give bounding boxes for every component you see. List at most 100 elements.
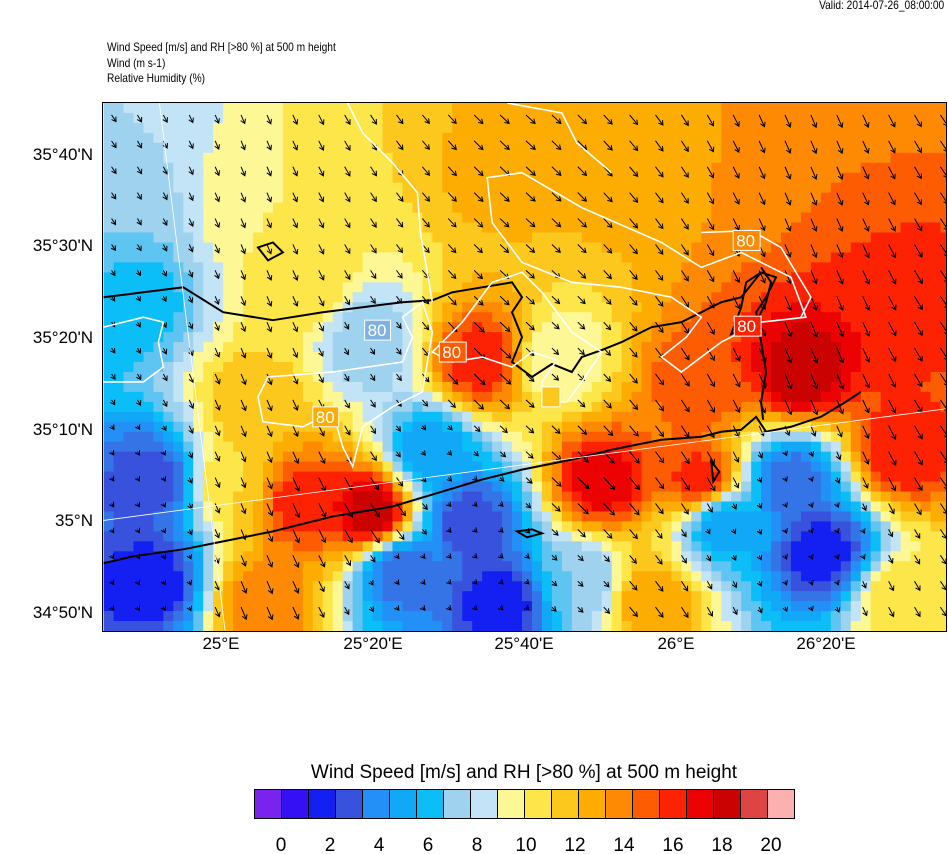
wind-arrow	[161, 425, 167, 432]
wind-arrow	[862, 140, 870, 154]
wind-arrow	[940, 347, 946, 360]
valid-time: Valid: 2014-07-26_08:00:00	[818, 0, 944, 12]
wind-arrow	[577, 425, 588, 436]
wind-arrow	[421, 529, 427, 535]
wind-arrow	[629, 140, 639, 152]
wind-arrow	[109, 501, 115, 508]
wind-arrow	[706, 192, 715, 205]
wind-arrow	[888, 166, 896, 180]
wind-arrow	[680, 140, 689, 153]
wind-arrow	[162, 218, 168, 227]
wind-arrow	[292, 296, 299, 307]
wind-arrow	[784, 140, 792, 154]
wind-arrow	[551, 244, 561, 253]
wind-arrow	[603, 295, 612, 305]
wind-arrow	[655, 373, 665, 386]
wind-arrow	[525, 140, 536, 151]
wind-arrow	[914, 477, 923, 492]
wind-arrow	[525, 477, 533, 484]
wind-arrow	[188, 114, 194, 124]
wind-arrow	[395, 451, 401, 458]
wind-arrow	[370, 192, 377, 203]
wind-arrow	[914, 451, 923, 466]
wind-arrow	[862, 477, 869, 489]
colorbar-swatch	[687, 790, 714, 818]
wind-arrow	[731, 555, 737, 562]
wind-arrow	[266, 606, 274, 621]
wind-arrow	[161, 347, 168, 355]
wind-arrow	[680, 192, 689, 204]
wind-arrow	[473, 166, 484, 177]
wind-arrow	[808, 579, 814, 586]
colorbar-swatch	[606, 790, 633, 818]
wind-arrow	[629, 606, 638, 618]
wind-arrow	[888, 270, 897, 285]
wind-arrow	[499, 425, 508, 434]
wind-arrow	[292, 529, 301, 544]
wind-arrow	[603, 244, 613, 254]
wind-arrow	[497, 604, 504, 611]
wind-arrow	[706, 606, 713, 617]
wind-arrow	[784, 270, 792, 285]
wind-arrow	[446, 501, 452, 508]
colorbar-swatch	[390, 790, 417, 818]
wind-arrow	[758, 140, 766, 154]
wind-arrow	[810, 218, 818, 232]
wind-arrow	[134, 501, 141, 508]
colorbar-swatch	[255, 790, 282, 818]
colorbar-swatch	[417, 790, 444, 818]
wind-arrow	[473, 218, 484, 228]
wind-arrow	[240, 166, 247, 177]
wind-arrow	[525, 373, 535, 383]
wind-arrow	[499, 347, 512, 359]
wind-arrow	[940, 321, 946, 334]
wind-arrow	[862, 399, 870, 414]
wind-arrow	[136, 166, 143, 175]
wind-arrow	[706, 399, 715, 414]
wind-arrow	[914, 503, 922, 516]
wind-arrow	[472, 553, 478, 559]
wind-arrow	[836, 192, 844, 206]
wind-arrow	[629, 451, 640, 464]
wind-arrow	[214, 270, 220, 280]
wind-arrow	[110, 373, 116, 380]
wind-arrow	[836, 166, 844, 180]
wind-arrow	[318, 140, 325, 151]
wind-arrow	[214, 192, 221, 203]
wind-arrow	[240, 140, 246, 151]
wind-arrow	[525, 166, 536, 176]
wind-arrow	[836, 425, 843, 438]
wind-arrow	[706, 244, 715, 257]
wind-arrow	[186, 605, 192, 612]
wind-arrow	[782, 476, 788, 483]
wind-arrow	[577, 321, 586, 330]
wind-arrow	[888, 114, 896, 128]
wind-arrow	[499, 399, 511, 410]
wind-arrow	[240, 451, 247, 463]
wind-arrow	[473, 270, 484, 280]
wind-arrow	[136, 192, 142, 200]
wind-arrow	[810, 425, 817, 437]
wind-arrow	[940, 555, 946, 565]
wind-arrow	[655, 503, 664, 515]
wind-arrow	[577, 580, 584, 587]
wind-arrow	[888, 399, 897, 414]
wind-arrow	[214, 296, 220, 306]
wind-arrow	[756, 477, 763, 483]
wind-arrow	[836, 218, 844, 232]
wind-arrow	[446, 450, 453, 456]
wind-arrow	[525, 192, 536, 202]
wind-arrow	[808, 476, 814, 483]
wind-arrow	[240, 192, 247, 203]
wind-arrow	[394, 579, 400, 586]
wind-arrow	[370, 555, 376, 563]
wind-arrow	[344, 140, 351, 151]
wind-arrow	[940, 166, 946, 178]
wind-arrow	[655, 192, 664, 204]
wind-arrow	[292, 140, 299, 151]
wind-arrow	[186, 553, 192, 560]
wind-arrow	[732, 270, 741, 284]
wind-arrow	[810, 270, 818, 285]
wind-arrow	[655, 140, 664, 152]
wind-arrow	[888, 347, 897, 363]
